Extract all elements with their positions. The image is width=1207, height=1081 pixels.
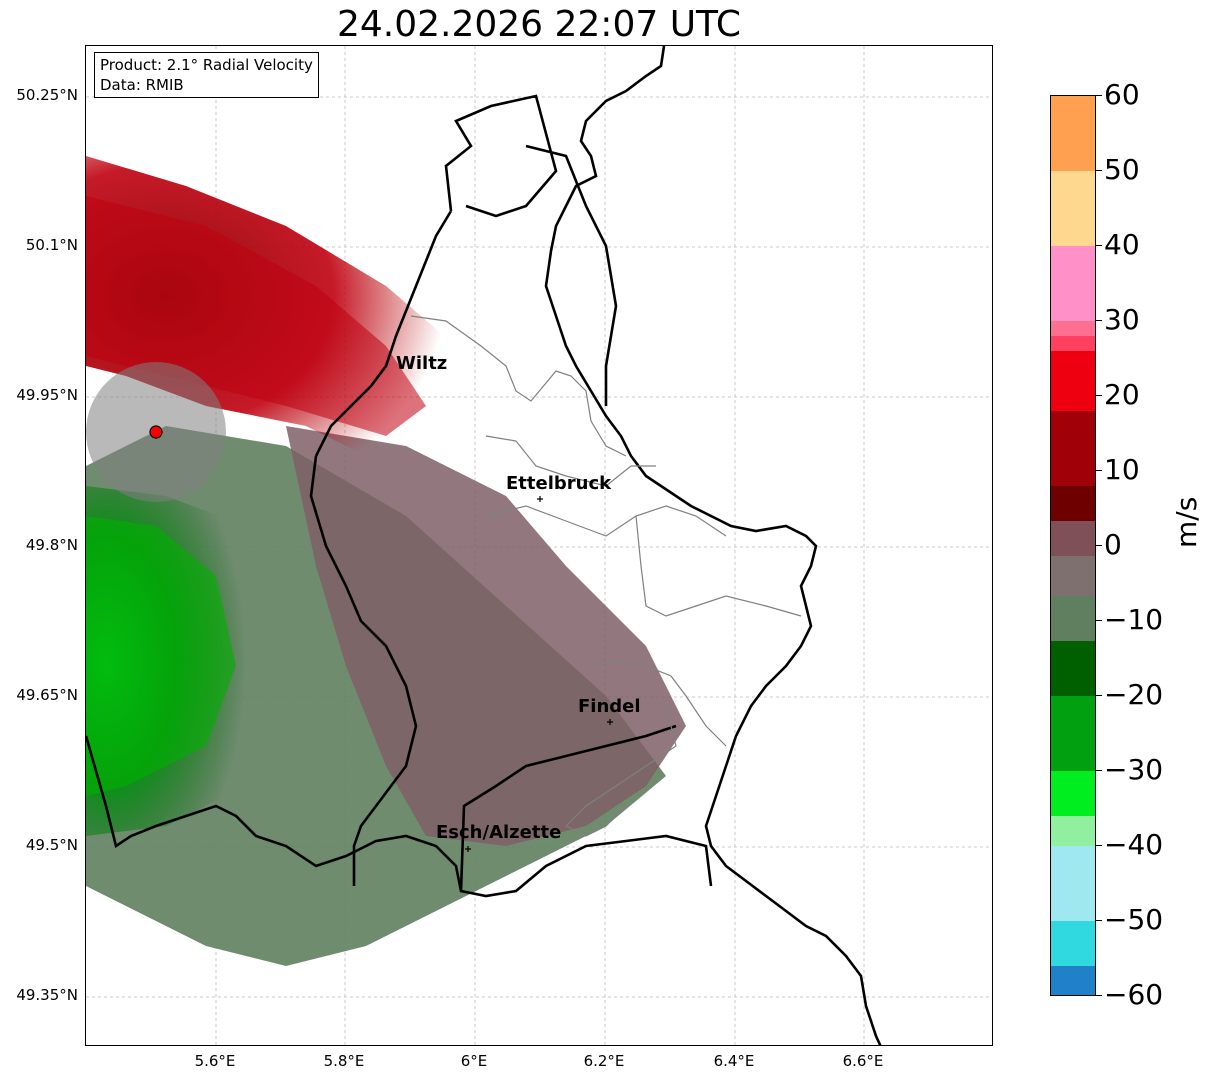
colorbar-tick-label: −30 <box>1104 753 1164 786</box>
lat-tick-label: 49.35°N <box>16 986 78 1004</box>
city-markers <box>465 496 613 852</box>
velocity-colorbar <box>1050 95 1096 996</box>
lon-tick-label: 5.8°E <box>323 1052 365 1070</box>
colorbar-tick-label: −20 <box>1104 678 1164 711</box>
colorbar-tick-label: 20 <box>1104 378 1140 411</box>
national-border <box>544 46 882 1045</box>
colorbar-tick-label: 10 <box>1104 453 1140 486</box>
lon-tick-label: 5.6°E <box>194 1052 236 1070</box>
colorbar-tick-label: 60 <box>1104 78 1140 111</box>
city-label-ettelbruck: Ettelbruck <box>506 473 612 494</box>
echo-near-zero-east <box>286 426 686 846</box>
colorbar-tick-label: −10 <box>1104 603 1164 636</box>
lat-tick-label: 49.5°N <box>25 836 78 854</box>
city-labels: Wiltz Ettelbruck Findel Esch/Alzette <box>396 353 641 843</box>
city-marker-findel <box>607 719 613 725</box>
colorbar-tick-label: −40 <box>1104 828 1164 861</box>
radar-map-svg: Wiltz Ettelbruck Findel Esch/Alzette <box>86 46 992 1045</box>
lat-tick-label: 50.1°N <box>25 236 78 254</box>
city-label-findel: Findel <box>578 696 641 717</box>
lat-tick-label: 49.95°N <box>16 386 78 404</box>
product-label: Product: 2.1° Radial Velocity <box>100 56 313 74</box>
colorbar-tick-label: 50 <box>1104 153 1140 186</box>
lon-tick-label: 6.6°E <box>842 1052 884 1070</box>
lon-tick-label: 6.2°E <box>583 1052 625 1070</box>
city-label-esch: Esch/Alzette <box>436 822 561 843</box>
lon-tick-label: 6.4°E <box>713 1052 755 1070</box>
district-borders <box>410 315 802 837</box>
data-source-label: Data: RMIB <box>100 76 184 94</box>
map-title: 24.02.2026 22:07 UTC <box>336 4 742 45</box>
lat-tick-label: 50.25°N <box>16 86 78 104</box>
colorbar-gradient <box>1051 96 1095 995</box>
radar-map[interactable]: Wiltz Ettelbruck Findel Esch/Alzette <box>85 45 993 1046</box>
lat-tick-label: 49.65°N <box>16 686 78 704</box>
colorbar-tick-label: 0 <box>1104 528 1122 561</box>
city-marker-esch <box>465 846 471 852</box>
colorbar-tick-label: 30 <box>1104 303 1140 336</box>
lat-tick-label: 49.8°N <box>25 536 78 554</box>
belgian-border <box>309 94 618 886</box>
lon-tick-label: 6°E <box>460 1052 488 1070</box>
colorbar-tick-label: 40 <box>1104 228 1140 261</box>
radar-site-marker <box>149 425 163 439</box>
city-marker-ettelbruck <box>537 496 543 502</box>
city-label-wiltz: Wiltz <box>396 353 447 374</box>
product-info-box: Product: 2.1° Radial Velocity Data: RMIB <box>94 52 319 98</box>
colorbar-tick-label: −60 <box>1104 978 1164 1011</box>
colorbar-unit-label: m/s <box>1170 496 1203 548</box>
colorbar-tick-label: −50 <box>1104 903 1164 936</box>
